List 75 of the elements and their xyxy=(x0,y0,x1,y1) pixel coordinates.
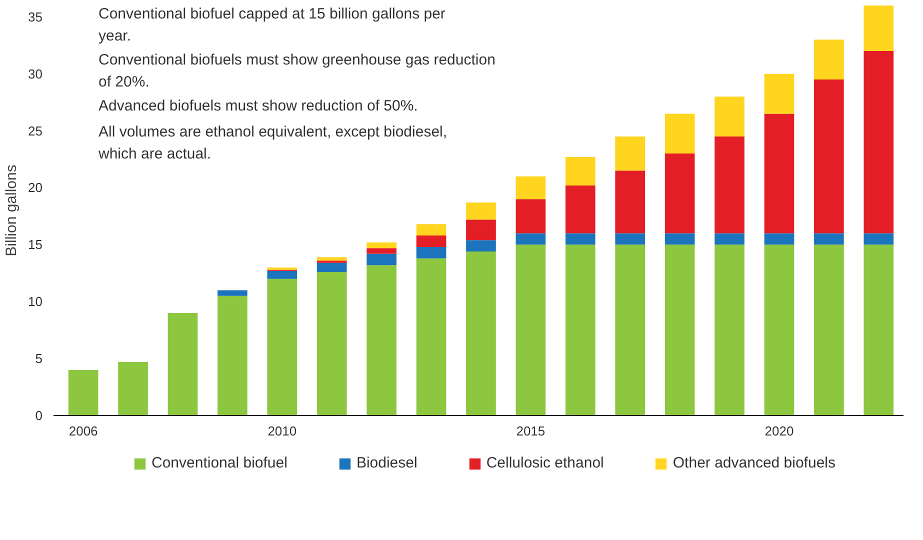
annotation: Advanced biofuels must show reduction of 50%. xyxy=(98,98,418,114)
annotation: Conventional biofuel capped at 15 billion gallons per year. xyxy=(98,6,446,45)
legend-label: Conventional biofuel xyxy=(152,454,288,472)
bar xyxy=(565,156,596,186)
bar xyxy=(814,40,844,80)
legend-label: Biodiesel xyxy=(356,454,418,472)
bar xyxy=(864,6,894,52)
y-tick-label: 15 xyxy=(28,237,43,252)
bar xyxy=(864,51,894,234)
bar xyxy=(615,136,646,171)
bar xyxy=(516,199,546,234)
bar xyxy=(416,236,446,247)
bar xyxy=(316,257,347,261)
legend-label: Cellulosic ethanol xyxy=(486,454,604,472)
legend-label: Other advanced biofuels xyxy=(672,454,836,472)
bar xyxy=(466,252,496,416)
y-axis-title: Billion gallons xyxy=(3,164,20,256)
bar xyxy=(714,96,744,136)
bar xyxy=(714,136,744,234)
y-tick-label: 20 xyxy=(28,180,43,196)
x-tick-label: 2006 xyxy=(68,424,98,438)
bar xyxy=(366,242,396,248)
bar xyxy=(466,202,496,220)
bar xyxy=(118,362,148,416)
bar xyxy=(764,114,794,234)
y-tick-label: 25 xyxy=(28,123,43,138)
y-tick-label: 10 xyxy=(28,294,43,310)
bar xyxy=(516,244,546,416)
bar xyxy=(466,240,496,252)
bar xyxy=(615,233,646,245)
bar xyxy=(664,233,695,245)
bar xyxy=(416,258,446,416)
bar xyxy=(764,74,794,114)
bar xyxy=(615,244,646,416)
bar xyxy=(516,176,546,200)
bar xyxy=(218,296,248,416)
bar xyxy=(814,233,844,245)
bar xyxy=(615,170,646,234)
bar xyxy=(416,246,446,258)
y-tick-label: 35 xyxy=(28,9,43,24)
bar xyxy=(864,233,894,245)
annotation: Conventional biofuels must show greenhouse gas reduction of 20%. xyxy=(98,52,496,91)
bar xyxy=(664,154,695,234)
bar xyxy=(466,220,496,240)
bar xyxy=(366,254,396,266)
bar xyxy=(764,244,794,416)
annotation: All volumes are ethanol equivalent, except biodiesel, which are actual. xyxy=(98,124,448,163)
bar xyxy=(316,262,347,272)
bar xyxy=(864,244,894,416)
bar xyxy=(814,80,844,234)
bar xyxy=(366,265,396,416)
y-tick-label: 30 xyxy=(28,66,43,82)
bar xyxy=(664,114,695,154)
bar xyxy=(366,248,396,254)
bar xyxy=(218,290,248,296)
bar xyxy=(267,278,298,416)
bar xyxy=(565,185,596,234)
x-tick-label: 2020 xyxy=(764,424,794,438)
bar xyxy=(267,270,298,279)
bar xyxy=(316,272,347,416)
bar xyxy=(764,233,794,245)
bar xyxy=(664,244,695,416)
y-tick-label: 0 xyxy=(35,408,43,423)
bar xyxy=(814,244,844,416)
bar xyxy=(714,244,744,416)
bar xyxy=(565,244,596,416)
bar xyxy=(68,370,98,416)
x-tick-label: 2010 xyxy=(268,424,297,438)
bar xyxy=(565,233,596,245)
y-tick-label: 5 xyxy=(35,351,43,366)
bar xyxy=(168,313,198,416)
x-tick-label: 2015 xyxy=(516,424,546,438)
bar xyxy=(714,233,744,245)
bar xyxy=(516,233,546,245)
bar xyxy=(416,224,446,236)
